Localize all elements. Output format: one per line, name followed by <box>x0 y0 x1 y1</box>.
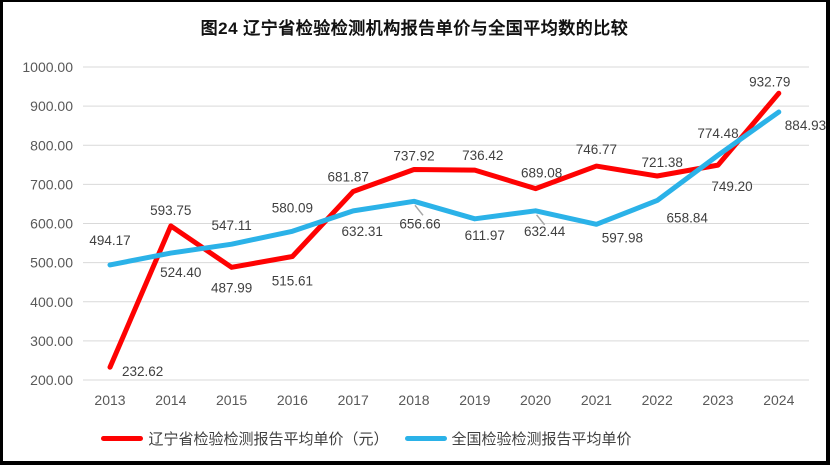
data-label: 580.09 <box>272 200 313 215</box>
data-label: 593.75 <box>150 203 191 218</box>
x-tick-label: 2013 <box>94 392 125 408</box>
data-label: 597.98 <box>602 230 643 245</box>
legend-line-swatch-red <box>101 436 144 441</box>
chart-title: 图24 辽宁省检验检测机构报告单价与全国平均数的比较 <box>200 19 629 38</box>
data-label: 737.92 <box>393 149 434 164</box>
y-tick-label: 800.00 <box>30 137 73 153</box>
data-label: 774.48 <box>697 126 738 141</box>
x-tick-label: 2014 <box>155 392 186 408</box>
x-tick-label: 2020 <box>520 392 551 408</box>
x-tick-label: 2016 <box>277 392 308 408</box>
legend-label-liaoning: 辽宁省检验检测报告平均单价（元） <box>148 431 389 448</box>
data-label: 658.84 <box>667 210 709 225</box>
x-tick-label: 2021 <box>581 392 612 408</box>
data-label: 632.31 <box>342 224 383 239</box>
x-tick-label: 2017 <box>338 392 369 408</box>
y-tick-label: 500.00 <box>30 255 73 271</box>
series-line-0 <box>107 90 782 370</box>
data-label: 656.66 <box>399 216 440 231</box>
data-label: 494.17 <box>89 233 130 248</box>
data-label: 632.44 <box>524 224 566 239</box>
data-label: 487.99 <box>211 280 252 295</box>
legend-label-national: 全国检验检测报告平均单价 <box>451 431 632 448</box>
y-tick-label: 300.00 <box>30 333 73 349</box>
x-tick-label: 2024 <box>763 392 794 408</box>
data-label: 746.77 <box>576 142 617 157</box>
y-tick-label: 400.00 <box>30 294 73 310</box>
data-label: 611.97 <box>465 228 505 243</box>
data-label: 515.61 <box>272 274 313 289</box>
series-line-1 <box>107 109 782 268</box>
data-label: 689.08 <box>521 166 562 181</box>
y-tick-label: 700.00 <box>30 176 73 192</box>
data-label: 932.79 <box>749 74 790 89</box>
data-label: 232.62 <box>122 364 163 379</box>
data-label: 884.93 <box>785 118 826 133</box>
x-tick-label: 2019 <box>459 392 490 408</box>
chart-legend: 辽宁省检验检测报告平均单价（元） 全国检验检测报告平均单价 <box>3 428 778 449</box>
line-chart-canvas: 200.00 300.00 400.00 500.00 600.00 700.00 800.… <box>22 59 826 408</box>
x-tick-label: 2018 <box>398 392 429 408</box>
legend-item-national: 全国检验检测报告平均单价 <box>404 428 632 449</box>
x-tick-label: 2015 <box>216 392 247 408</box>
label-leader-line <box>536 214 546 226</box>
data-label: 721.38 <box>642 155 683 170</box>
legend-line-swatch-blue <box>404 436 447 441</box>
x-tick-label: 2023 <box>702 392 733 408</box>
data-label: 681.87 <box>328 169 369 184</box>
legend-item-liaoning: 辽宁省检验检测报告平均单价（元） <box>101 428 389 449</box>
x-tick-label: 2022 <box>642 392 673 408</box>
y-tick-label: 900.00 <box>30 98 73 114</box>
data-label: 736.42 <box>462 148 503 163</box>
y-tick-label: 600.00 <box>30 216 73 232</box>
y-tick-label: 200.00 <box>30 372 73 388</box>
data-label: 749.20 <box>711 179 752 194</box>
data-label: 547.11 <box>211 218 251 233</box>
label-leader-line <box>414 204 424 216</box>
y-tick-label: 1000.00 <box>22 59 73 75</box>
data-label: 524.40 <box>160 265 201 280</box>
